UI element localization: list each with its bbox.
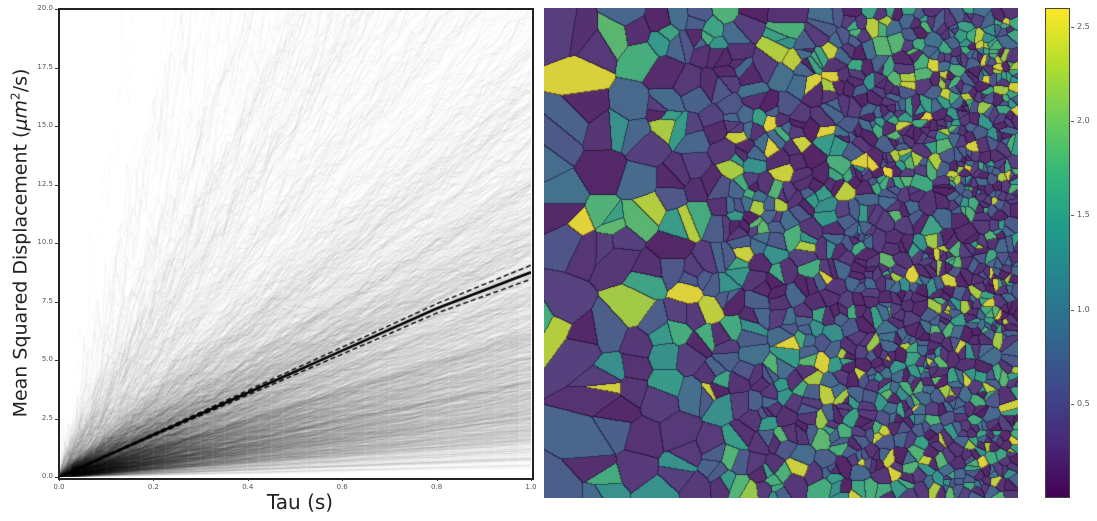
x-tick-mark: [247, 478, 249, 481]
y-tick-label: 15.0: [37, 121, 53, 129]
y-tick-label: 2.5: [41, 413, 53, 422]
y-tick-label: 12.5: [37, 179, 53, 188]
y-tick-mark: [55, 126, 58, 127]
colorbar-tick-mark: [1071, 403, 1074, 405]
y-tick-mark: [55, 184, 58, 186]
msd-plot-area: [59, 9, 531, 477]
colorbar-tick-mark: [1071, 215, 1074, 217]
y-axis-unit-exponent: 2: [8, 92, 23, 100]
colorbar-tick-mark: [1071, 309, 1074, 311]
voronoi-map: [544, 8, 1018, 498]
colorbar: [1045, 8, 1070, 498]
x-tick-label: 0.6: [336, 483, 348, 491]
colorbar-tick-label: 1.5: [1077, 210, 1090, 220]
x-tick-label: 0.0: [53, 483, 65, 491]
y-tick-mark: [55, 9, 58, 10]
y-tick-label: 20.0: [37, 4, 53, 12]
y-tick-label: 10.0: [37, 238, 53, 246]
x-tick-label: 0.4: [242, 483, 254, 491]
y-tick-label: 7.5: [41, 296, 53, 305]
x-tick-mark: [59, 478, 60, 481]
colorbar-tick-mark: [1071, 26, 1074, 28]
colorbar-tick-label: 2.0: [1077, 116, 1090, 126]
y-tick-mark: [55, 418, 58, 420]
colorbar-tick-label: 2.5: [1077, 21, 1090, 31]
colorbar-tick-mark: [1071, 121, 1074, 123]
x-tick-mark: [342, 478, 344, 481]
x-tick-mark: [436, 478, 438, 481]
y-tick-mark: [55, 477, 58, 478]
colorbar-tick-label: 1.0: [1077, 304, 1090, 314]
x-tick-mark: [531, 478, 532, 481]
x-tick-mark: [153, 478, 155, 481]
y-tick-mark: [55, 301, 58, 303]
y-axis-label-tail: /s): [9, 68, 32, 93]
voronoi-canvas: [544, 8, 1018, 498]
x-axis-label: Tau (s): [266, 490, 334, 514]
y-axis-label: Mean Squared Displacement (μm2/s): [8, 33, 31, 453]
y-axis-unit: μm: [9, 99, 32, 131]
colorbar-tick-label: 0.5: [1077, 398, 1090, 408]
x-tick-label: 0.8: [431, 483, 443, 491]
y-tick-label: 5.0: [41, 355, 53, 363]
y-tick-label: 17.5: [37, 62, 53, 71]
y-tick-mark: [55, 360, 58, 361]
y-tick-label: 0.0: [41, 472, 53, 480]
msd-plot: 0.0 2.5 5.0 7.5 10.0 12.5 15.0 17.5 20.0 0.0 0.2 0…: [0, 0, 540, 521]
x-tick-label: 0.2: [147, 483, 159, 491]
x-tick-label: 1.0: [525, 483, 537, 491]
y-axis-label-text: Mean Squared Displacement (: [9, 130, 32, 418]
y-tick-mark: [55, 243, 58, 244]
y-tick-mark: [55, 67, 58, 69]
